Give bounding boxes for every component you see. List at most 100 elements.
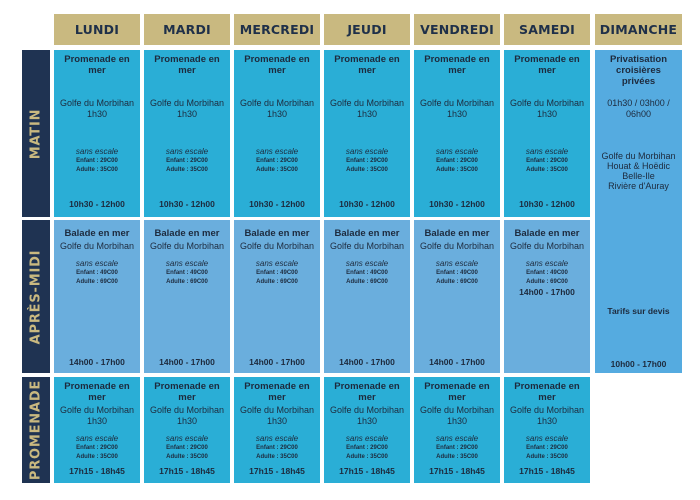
child-price: Enfant : 29C00 — [436, 158, 478, 164]
stopover: sans escale — [345, 147, 389, 156]
activity-title: Promenade en mer — [424, 381, 490, 403]
location: Golfe du Morbihan — [59, 405, 135, 415]
sunday-cell[interactable]: Privatisation croisières privées 01h30 / … — [595, 50, 682, 373]
morning-cell[interactable]: Promenade en mer Golfe du Morbihan 1h30 san… — [504, 50, 590, 217]
location: Golfe du Morbihan — [329, 98, 405, 108]
child-price: Enfant : 49C00 — [76, 270, 118, 276]
adult-price: Adulte : 69C00 — [436, 279, 478, 285]
child-price: Enfant : 29C00 — [526, 445, 568, 451]
stopover: sans escale — [435, 259, 479, 268]
hours: 17h15 - 18h45 — [339, 466, 395, 476]
child-price: Enfant : 29C00 — [346, 445, 388, 451]
activity-title: Promenade en mer — [244, 54, 310, 76]
child-price: Enfant : 29C00 — [256, 445, 298, 451]
evening-cell[interactable]: Promenade en mer Golfe du Morbihan 1h30 san… — [414, 377, 500, 483]
hours: 10h30 - 12h00 — [339, 199, 395, 209]
child-price: Enfant : 49C00 — [256, 270, 298, 276]
duration: 1h30 — [536, 109, 558, 119]
row-label-text: APRÈS-MIDI — [28, 249, 44, 344]
location: Golfe du Morbihan — [419, 241, 495, 251]
hours: 17h15 - 18h45 — [69, 466, 125, 476]
afternoon-cell[interactable]: Balade en mer Golfe du Morbihan sans escal… — [504, 220, 590, 373]
stopover: sans escale — [75, 434, 119, 443]
evening-cell[interactable]: Promenade en mer Golfe du Morbihan 1h30 san… — [324, 377, 410, 483]
quote: Tarifs sur devis — [607, 306, 670, 316]
activity-title: Promenade en mer — [64, 381, 130, 403]
morning-cell[interactable]: Promenade en mer Golfe du Morbihan 1h30 san… — [54, 50, 140, 217]
location: Golfe du Morbihan — [509, 405, 585, 415]
day-header-dimanche: DIMANCHE — [595, 14, 682, 45]
duration: 1h30 — [176, 109, 198, 119]
evening-cell[interactable]: Promenade en mer Golfe du Morbihan 1h30 san… — [144, 377, 230, 483]
child-price: Enfant : 29C00 — [526, 158, 568, 164]
hours: 17h15 - 18h45 — [159, 466, 215, 476]
child-price: Enfant : 29C00 — [436, 445, 478, 451]
activity-title: Promenade en mer — [244, 381, 310, 403]
hours: 14h00 - 17h00 — [519, 287, 575, 297]
adult-price: Adulte : 35C00 — [76, 454, 118, 460]
afternoon-cell[interactable]: Balade en mer Golfe du Morbihan sans escal… — [414, 220, 500, 373]
activity-title: Promenade en mer — [64, 54, 130, 76]
adult-price: Adulte : 35C00 — [436, 454, 478, 460]
adult-price: Adulte : 35C00 — [166, 167, 208, 173]
stopover: sans escale — [525, 147, 569, 156]
morning-cell[interactable]: Promenade en mer Golfe du Morbihan 1h30 san… — [144, 50, 230, 217]
evening-cell[interactable]: Promenade en mer Golfe du Morbihan 1h30 san… — [234, 377, 320, 483]
row-label-text: PROMENADE — [28, 379, 44, 481]
hours: 10h00 - 17h00 — [610, 359, 667, 369]
row-label-matin: MATIN — [22, 50, 50, 217]
activity-title: Promenade en mer — [424, 54, 490, 76]
evening-cell[interactable]: Promenade en mer Golfe du Morbihan 1h30 san… — [504, 377, 590, 483]
location: Golfe du Morbihan — [239, 241, 315, 251]
child-price: Enfant : 49C00 — [346, 270, 388, 276]
adult-price: Adulte : 69C00 — [166, 279, 208, 285]
activity-title: Balade en mer — [154, 228, 220, 239]
day-header-vendredi: VENDREDI — [414, 14, 500, 45]
destination-riviere-d-auray: Rivière d'Auray — [608, 181, 669, 191]
adult-price: Adulte : 35C00 — [256, 167, 298, 173]
duration: 1h30 — [86, 109, 108, 119]
hours: 10h30 - 12h00 — [159, 199, 215, 209]
sunday-title: Privatisation croisières privées — [609, 54, 668, 87]
hours: 17h15 - 18h45 — [519, 466, 575, 476]
activity-title: Promenade en mer — [154, 54, 220, 76]
adult-price: Adulte : 69C00 — [76, 279, 118, 285]
morning-cell[interactable]: Promenade en mer Golfe du Morbihan 1h30 san… — [414, 50, 500, 217]
afternoon-cell[interactable]: Balade en mer Golfe du Morbihan sans escal… — [234, 220, 320, 373]
adult-price: Adulte : 69C00 — [256, 279, 298, 285]
stopover: sans escale — [255, 259, 299, 268]
morning-cell[interactable]: Promenade en mer Golfe du Morbihan 1h30 san… — [324, 50, 410, 217]
evening-cell[interactable]: Promenade en mer Golfe du Morbihan 1h30 san… — [54, 377, 140, 483]
stopover: sans escale — [345, 259, 389, 268]
afternoon-cell[interactable]: Balade en mer Golfe du Morbihan sans escal… — [144, 220, 230, 373]
child-price: Enfant : 49C00 — [166, 270, 208, 276]
morning-cell[interactable]: Promenade en mer Golfe du Morbihan 1h30 san… — [234, 50, 320, 217]
location: Golfe du Morbihan — [419, 405, 495, 415]
stopover: sans escale — [165, 434, 209, 443]
afternoon-cell[interactable]: Balade en mer Golfe du Morbihan sans escal… — [54, 220, 140, 373]
stopover: sans escale — [435, 434, 479, 443]
adult-price: Adulte : 35C00 — [256, 454, 298, 460]
location: Golfe du Morbihan — [239, 405, 315, 415]
location: Golfe du Morbihan — [59, 98, 135, 108]
stopover: sans escale — [525, 259, 569, 268]
hours: 10h30 - 12h00 — [249, 199, 305, 209]
location: Golfe du Morbihan — [149, 98, 225, 108]
activity-title: Promenade en mer — [334, 381, 400, 403]
row-label-promenade: PROMENADE — [22, 377, 50, 483]
location: Golfe du Morbihan — [329, 241, 405, 251]
afternoon-cell[interactable]: Balade en mer Golfe du Morbihan sans escal… — [324, 220, 410, 373]
location: Golfe du Morbihan — [149, 241, 225, 251]
activity-title: Balade en mer — [514, 228, 580, 239]
destination-belle-ile: Belle-Ile — [622, 171, 655, 181]
activity-title: Promenade en mer — [514, 381, 580, 403]
adult-price: Adulte : 35C00 — [346, 454, 388, 460]
hours: 14h00 - 17h00 — [69, 357, 125, 367]
stopover: sans escale — [255, 434, 299, 443]
stopover: sans escale — [435, 147, 479, 156]
day-header-mercredi: MERCREDI — [234, 14, 320, 45]
sunday-durations: 01h30 / 03h00 / 06h00 — [607, 98, 670, 119]
activity-title: Balade en mer — [244, 228, 310, 239]
stopover: sans escale — [75, 147, 119, 156]
adult-price: Adulte : 69C00 — [526, 279, 568, 285]
